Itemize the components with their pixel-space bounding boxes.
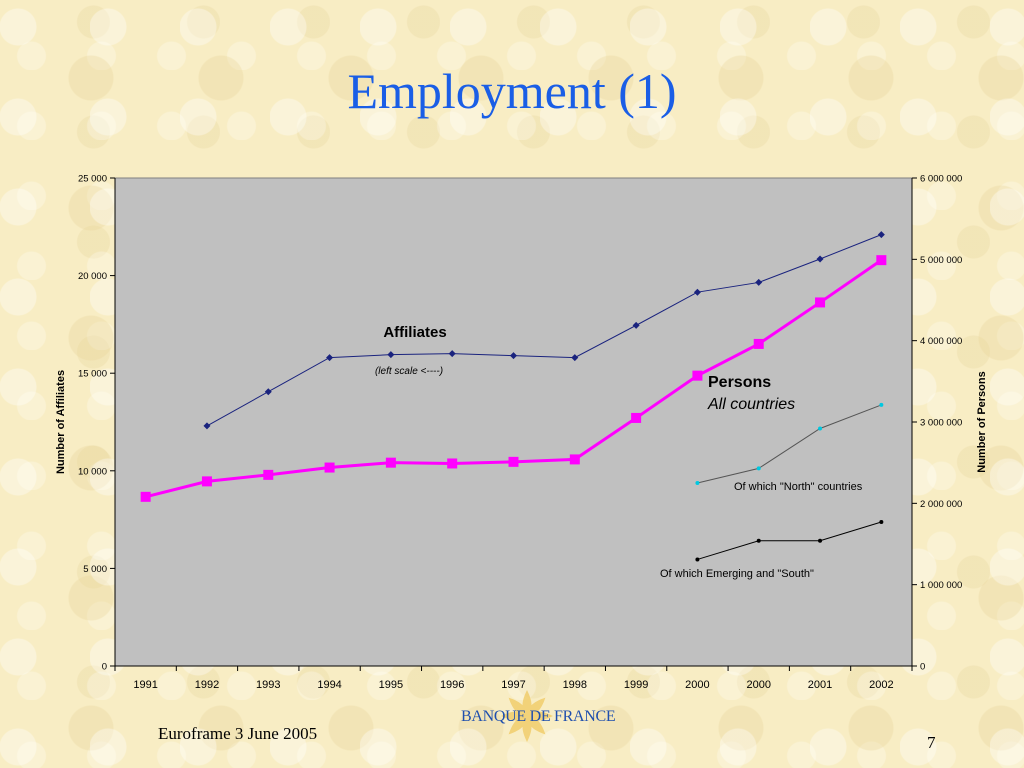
- left-tick-label: 10 000: [78, 466, 107, 477]
- affiliates-scale-note: (left scale <----): [375, 366, 443, 377]
- logo-text: BANQUE DE FRANCE: [461, 708, 616, 725]
- chart-series: [140, 231, 887, 562]
- data-point-affiliates: [693, 288, 701, 296]
- data-point-of-which-emerging-and-south: [879, 520, 884, 525]
- data-point-of-which-north-countries: [818, 426, 823, 431]
- data-point-persons: [569, 454, 580, 465]
- data-point-affiliates: [448, 350, 456, 358]
- x-tick-label: 1998: [563, 679, 587, 691]
- persons-sublabel: All countries: [707, 396, 795, 413]
- data-point-of-which-emerging-and-south: [756, 538, 761, 543]
- data-point-affiliates: [203, 422, 211, 430]
- right-tick-label: 2 000 000: [920, 499, 962, 510]
- chart-axes: 0 5 000 10 000 15 000 20 000 25 000 0 1 000 000…: [78, 174, 962, 692]
- persons-label: Persons: [708, 374, 771, 391]
- left-tick-label: 5 000: [83, 564, 107, 575]
- data-point-affiliates: [755, 278, 763, 286]
- page-number: 7: [927, 733, 936, 752]
- data-point-persons: [263, 469, 274, 480]
- x-tick-label: 1991: [133, 679, 157, 691]
- data-point-persons: [753, 338, 764, 349]
- x-tick-label: 1995: [379, 679, 403, 691]
- x-tick-label: 2000: [685, 679, 709, 691]
- south-countries-label: Of which Emerging and "South": [660, 568, 814, 580]
- data-point-persons: [692, 370, 703, 381]
- x-tick-label: 1992: [195, 679, 219, 691]
- data-point-persons: [876, 255, 887, 266]
- left-tick-label: 25 000: [78, 174, 107, 185]
- data-point-persons: [447, 458, 458, 469]
- data-point-of-which-north-countries: [756, 466, 761, 471]
- y-axis-label-right: Number of Persons: [976, 371, 988, 472]
- left-tick-label: 15 000: [78, 369, 107, 380]
- series-line-affiliates: [206, 234, 882, 427]
- banque-de-france-logo: BANQUE DE FRANCE: [455, 688, 616, 744]
- data-point-affiliates: [510, 352, 517, 360]
- data-point-persons: [815, 297, 826, 308]
- data-point-of-which-emerging-and-south: [695, 557, 700, 562]
- data-point-affiliates: [264, 388, 272, 396]
- data-point-affiliates: [877, 231, 885, 239]
- data-point-persons: [140, 491, 151, 502]
- left-tick-label: 20 000: [78, 271, 107, 282]
- x-tick-label: 1997: [501, 679, 525, 691]
- x-tick-label: 1993: [256, 679, 280, 691]
- series-line-of-which-emerging-and-south: [697, 521, 882, 560]
- data-point-of-which-emerging-and-south: [818, 538, 823, 543]
- data-point-persons: [631, 412, 642, 423]
- data-point-of-which-north-countries: [695, 481, 700, 485]
- x-tick-label: 1994: [317, 679, 341, 691]
- data-point-affiliates: [326, 354, 334, 362]
- data-point-affiliates: [816, 255, 824, 263]
- x-tick-label: 1999: [624, 679, 648, 691]
- logo-emblem-icon: [501, 690, 553, 742]
- x-tick-label: 2001: [808, 679, 832, 691]
- data-point-persons: [385, 457, 396, 468]
- north-countries-label: Of which "North" countries: [734, 481, 863, 493]
- right-tick-label: 3 000 000: [920, 418, 962, 429]
- data-point-persons: [508, 456, 519, 467]
- x-tick-label: 1996: [440, 679, 464, 691]
- data-point-persons: [324, 462, 335, 473]
- affiliates-label: Affiliates: [383, 324, 446, 341]
- right-tick-label: 6 000 000: [920, 174, 962, 185]
- right-tick-label: 5 000 000: [920, 255, 962, 266]
- footer-text: Euroframe 3 June 2005: [158, 724, 318, 743]
- right-tick-label: 1 000 000: [920, 580, 962, 591]
- plot-area: [114, 177, 913, 667]
- data-point-persons: [201, 476, 212, 487]
- right-tick-label: 4 000 000: [920, 336, 962, 347]
- x-tick-label: 2002: [869, 679, 893, 691]
- data-point-affiliates: [387, 351, 395, 359]
- slide-title: Employment (1): [347, 63, 677, 119]
- left-tick-label: 0: [102, 662, 107, 673]
- data-point-affiliates: [571, 354, 579, 362]
- data-point-affiliates: [632, 321, 640, 329]
- x-tick-label: 2000: [746, 679, 770, 691]
- series-line-of-which-north-countries: [697, 404, 882, 484]
- data-point-of-which-north-countries: [879, 402, 884, 407]
- y-axis-label-left: Number of Affiliates: [55, 370, 67, 474]
- right-tick-label: 0: [920, 662, 925, 673]
